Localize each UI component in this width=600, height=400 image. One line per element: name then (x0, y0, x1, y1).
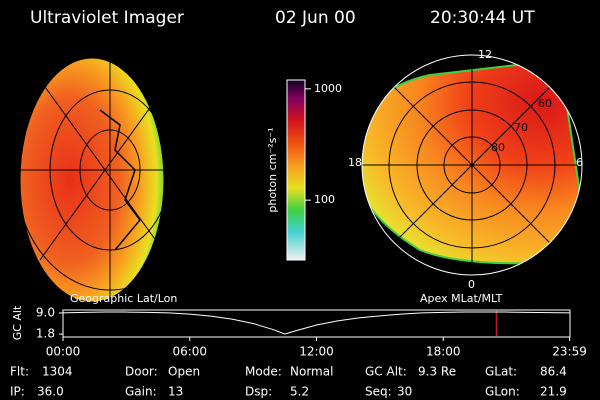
field-value: 36.0 (37, 385, 64, 399)
field-value: 5.2 (290, 385, 309, 399)
mlt-label: 0 (468, 278, 475, 291)
field-label: GC Alt: (365, 365, 407, 379)
mlat-label: 70 (514, 121, 528, 134)
field-label: IP: (10, 385, 25, 399)
mlt-label: 12 (478, 48, 492, 61)
x-tick-label: 06:00 (172, 345, 207, 359)
mlat-label: 80 (491, 141, 505, 154)
mlt-label: 18 (348, 156, 362, 169)
plot-frame (62, 309, 571, 338)
field-label: Flt: (10, 365, 29, 379)
field-label: Seq: (365, 385, 392, 399)
y-tick-label: 1.8 (36, 327, 55, 341)
field-value: 21.9 (540, 385, 567, 399)
field-value: Open (168, 365, 200, 379)
field-value: 1304 (42, 365, 73, 379)
field-value: 30 (397, 385, 412, 399)
x-tick-label: 00:00 (46, 345, 81, 359)
field-label: Mode: (245, 365, 282, 379)
field-value: 13 (168, 385, 183, 399)
magnetic-image (361, 54, 583, 276)
y-label: GC Alt (11, 305, 24, 340)
left-label: Geographic Lat/Lon (70, 292, 177, 305)
field-value: Normal (290, 365, 333, 379)
mlat-label: 60 (538, 97, 552, 110)
field-label: GLat: (485, 365, 517, 379)
x-tick-label: 12:00 (299, 345, 334, 359)
x-tick-label: 18:00 (426, 345, 461, 359)
time: 20:30:44 UT (430, 8, 535, 28)
mlt-label: 6 (576, 156, 583, 169)
field-value: 9.3 Re (418, 365, 456, 379)
field-label: Door: (125, 365, 158, 379)
altitude-line (62, 311, 571, 335)
instrument: Ultraviolet Imager (30, 8, 184, 28)
colorbar-label: photon cm⁻²s⁻¹ (266, 127, 279, 212)
x-tick-label: 23:59 (552, 345, 587, 359)
colorbar-tick-label: 100 (314, 193, 335, 206)
colorbar-tick-label: 1000 (314, 82, 342, 95)
y-tick-label: 9.0 (36, 305, 55, 319)
colorbar (286, 79, 306, 261)
field-label: Gain: (125, 385, 157, 399)
field-label: Dsp: (245, 385, 272, 399)
field-value: 86.4 (540, 365, 567, 379)
date: 02 Jun 00 (275, 8, 356, 28)
geographic-image (19, 57, 165, 303)
field-label: GLon: (485, 385, 520, 399)
right-label: Apex MLat/MLT (420, 292, 503, 305)
